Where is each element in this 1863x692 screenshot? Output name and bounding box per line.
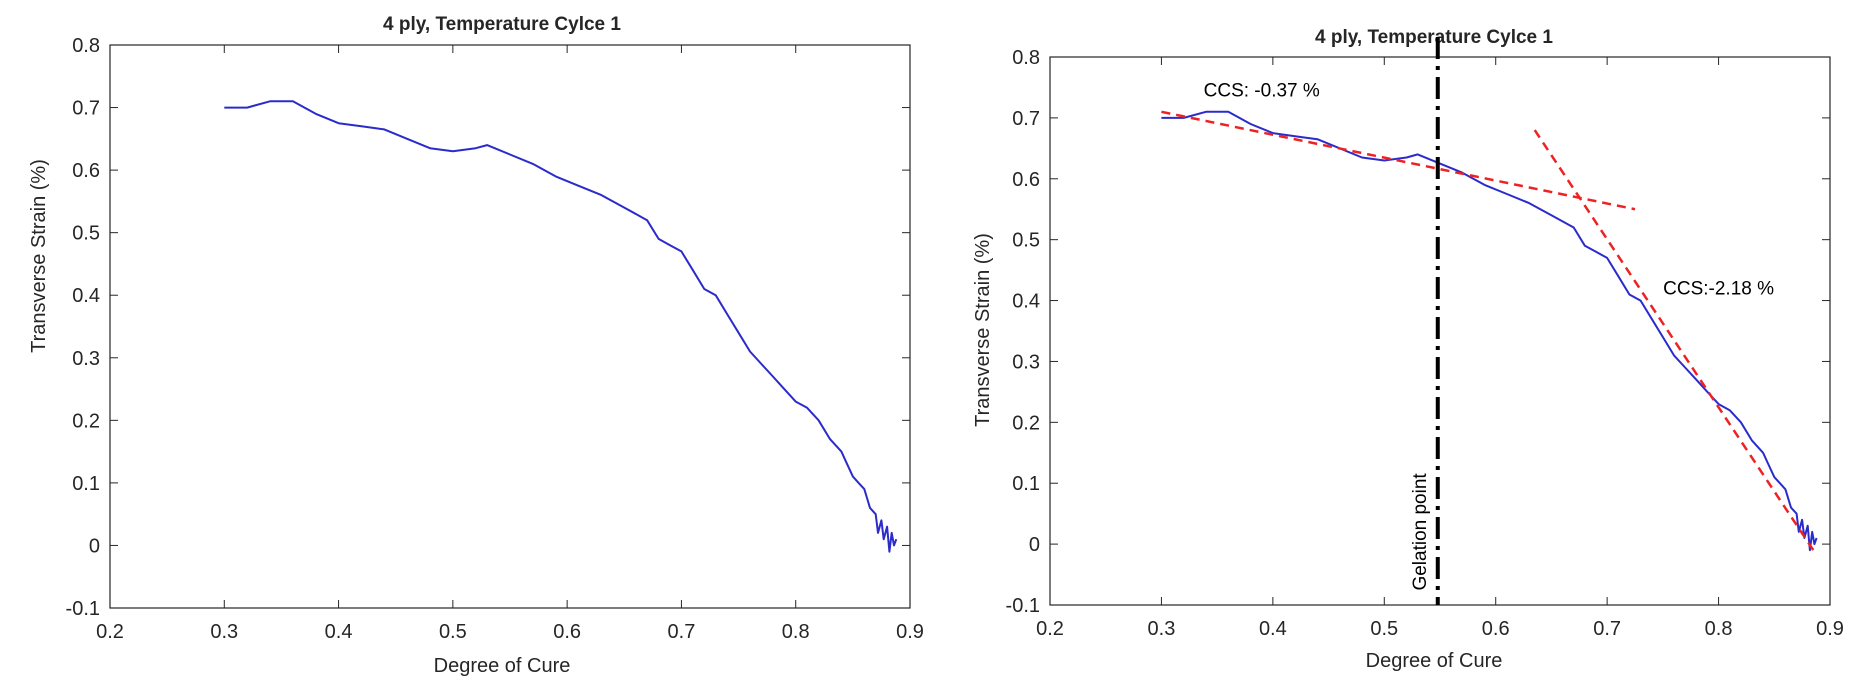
y-tick-label: 0 — [1029, 534, 1040, 556]
x-tick-label: 0.3 — [210, 621, 238, 643]
x-tick-label: 0.8 — [782, 621, 810, 643]
x-axis-label: Degree of Cure — [1366, 650, 1503, 672]
y-tick-label: 0.6 — [72, 160, 100, 182]
x-tick-label: 0.2 — [1036, 618, 1064, 640]
fit-line — [1533, 129, 1815, 551]
x-tick-label: 0.7 — [1593, 618, 1621, 640]
y-tick-label: 0.6 — [1012, 169, 1040, 191]
x-tick-label: 0.4 — [325, 621, 353, 643]
x-tick-label: 0.9 — [896, 621, 924, 643]
y-tick-label: 0.4 — [72, 285, 100, 307]
x-tick-label: 0.2 — [96, 621, 124, 643]
y-tick-label: 0.8 — [1012, 47, 1040, 69]
x-tick-label: 0.6 — [553, 621, 581, 643]
annotation-ccs-early: CCS: -0.37 % — [1204, 81, 1320, 102]
chart-title: 4 ply, Temperature Cylce 1 — [1315, 27, 1553, 48]
y-tick-label: -0.1 — [66, 598, 100, 620]
chart-left: 4 ply, Temperature Cylce 1 Degree of Cur… — [28, 14, 924, 677]
x-axis-label: Degree of Cure — [434, 655, 571, 677]
plot-frame — [1049, 56, 1831, 606]
y-tick-label: 0.5 — [72, 223, 100, 245]
y-tick-label: 0.7 — [1012, 108, 1040, 130]
y-tick-label: 0.3 — [1012, 351, 1040, 373]
y-tick-label: 0.2 — [72, 410, 100, 432]
y-axis-label: Transverse Strain (%) — [972, 233, 994, 427]
x-tick-label: 0.7 — [668, 621, 696, 643]
y-tick-label: 0.1 — [72, 473, 100, 495]
annotation-ccs-late: CCS:-2.18 % — [1663, 278, 1774, 299]
y-tick-label: 0.5 — [1012, 230, 1040, 252]
y-tick-label: 0.4 — [1012, 291, 1040, 313]
x-tick-label: 0.8 — [1705, 618, 1733, 640]
y-tick-label: -0.1 — [1006, 595, 1040, 617]
chart-right: 4 ply, Temperature Cylce 1 Degree of Cur… — [972, 27, 1844, 672]
y-axis-label: Transverse Strain (%) — [28, 159, 50, 353]
y-tick-label: 0.1 — [1012, 473, 1040, 495]
fit-line — [1161, 110, 1636, 211]
x-tick-label: 0.5 — [439, 621, 467, 643]
x-tick-label: 0.3 — [1148, 618, 1176, 640]
gelation-point-label: Gelation point — [1410, 473, 1431, 591]
plot-frame — [109, 44, 911, 609]
x-tick-label: 0.6 — [1482, 618, 1510, 640]
series-line — [224, 100, 898, 553]
chart-title: 4 ply, Temperature Cylce 1 — [383, 14, 621, 35]
x-tick-label: 0.4 — [1259, 618, 1287, 640]
series-line — [1161, 110, 1818, 552]
x-tick-label: 0.5 — [1370, 618, 1398, 640]
x-tick-label: 0.9 — [1816, 618, 1844, 640]
y-tick-label: 0.7 — [72, 98, 100, 120]
y-tick-label: 0.8 — [72, 35, 100, 57]
y-tick-label: 0.2 — [1012, 412, 1040, 434]
y-tick-label: 0.3 — [72, 348, 100, 370]
y-tick-label: 0 — [89, 535, 100, 557]
